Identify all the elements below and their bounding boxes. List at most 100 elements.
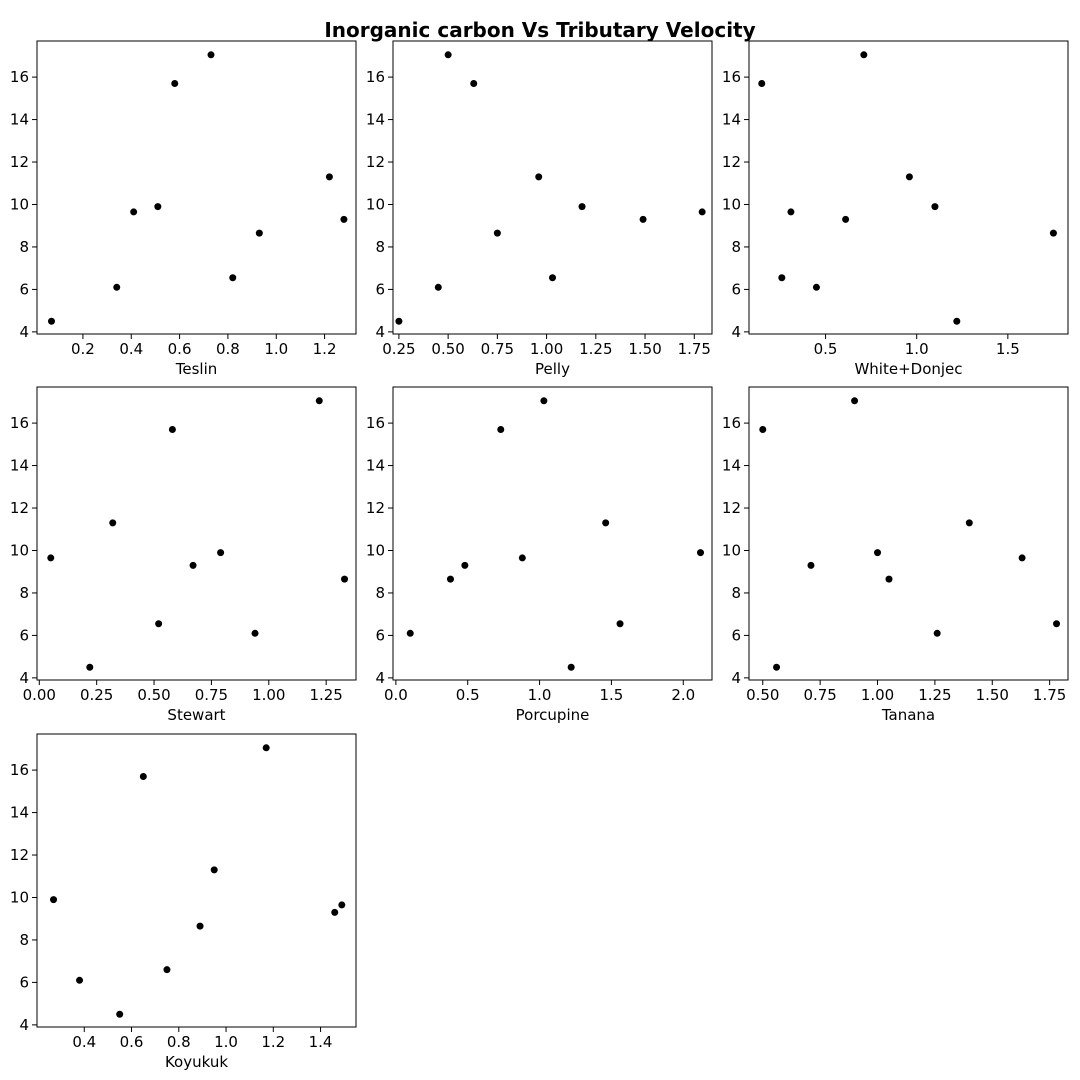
y-tick-label: 8: [19, 931, 29, 949]
data-point: [885, 575, 893, 583]
y-tick-label: 10: [366, 195, 385, 213]
x-tick-label: 1.0: [905, 340, 929, 358]
x-tick-label: 1.75: [1033, 686, 1066, 704]
x-tick-label: 0.6: [120, 1033, 144, 1051]
y-tick-label: 14: [722, 457, 741, 475]
data-point: [338, 901, 346, 909]
y-tick-label: 12: [722, 499, 741, 517]
axes-frame: [748, 386, 1069, 681]
data-point: [210, 866, 218, 874]
x-tick-label: 1.25: [309, 686, 342, 704]
y-tick-label: 6: [731, 626, 741, 644]
y-tick-label: 4: [731, 669, 741, 687]
y-tick-label: 12: [10, 499, 29, 517]
y-tick-label: 6: [375, 280, 385, 298]
data-point: [163, 966, 171, 974]
data-point: [549, 274, 556, 282]
x-tick-label: 0.0: [384, 686, 408, 704]
data-point: [1053, 620, 1061, 628]
x-tick-label: 1.5: [996, 340, 1020, 358]
y-tick-label: 6: [19, 626, 29, 644]
data-point: [812, 283, 820, 291]
x-tick-label: 1.25: [918, 686, 951, 704]
x-tick-label: 0.4: [119, 340, 143, 358]
data-point: [50, 896, 58, 904]
y-tick-label: 16: [722, 68, 741, 86]
y-tick-label: 10: [366, 541, 385, 559]
x-tick-label: 0.00: [23, 686, 56, 704]
data-point: [1018, 554, 1026, 562]
y-tick-label: 4: [19, 1016, 29, 1034]
x-tick-label: 1.00: [530, 340, 563, 358]
x-tick-label: 1.0: [214, 1033, 238, 1051]
data-point: [154, 203, 162, 211]
data-point: [874, 549, 882, 557]
data-point: [168, 425, 176, 433]
data-point: [446, 575, 454, 583]
data-point: [341, 575, 349, 583]
y-tick-label: 4: [375, 669, 385, 687]
y-tick-label: 8: [19, 238, 29, 256]
x-tick-label: 0.50: [431, 340, 464, 358]
data-point: [493, 229, 501, 237]
data-point: [395, 317, 403, 325]
data-point: [444, 51, 452, 59]
x-tick-label: 1.00: [252, 686, 285, 704]
x-tick-label: 1.4: [309, 1033, 333, 1051]
data-point: [773, 663, 781, 671]
subplot-tanana: 0.50 0.75 1.00 1.25 1.50 1.75 4 6 8 10 12 14 16 Tanan…: [722, 386, 1069, 724]
y-tick-label: 12: [366, 499, 385, 517]
x-tick-label: 1.75: [678, 340, 711, 358]
y-tick-label: 8: [731, 238, 741, 256]
axes-frame: [392, 386, 713, 681]
data-point: [340, 215, 348, 223]
x-tick-label: 0.25: [382, 340, 415, 358]
y-tick-label: 4: [731, 323, 741, 341]
data-point: [567, 663, 575, 671]
data-point: [217, 549, 225, 557]
y-tick-label: 4: [375, 323, 385, 341]
data-point: [48, 317, 55, 325]
y-tick-label: 12: [10, 846, 29, 864]
y-tick-label: 16: [10, 414, 29, 432]
x-axis-label: Pelly: [535, 360, 570, 378]
y-tick-label: 12: [366, 153, 385, 171]
data-point: [540, 397, 548, 405]
subplot-pelly: 0.25 0.50 0.75 1.00 1.25 1.50 1.75 4 6 8 10 12 14 16 P…: [366, 40, 713, 378]
data-point: [113, 283, 121, 291]
data-point: [778, 274, 786, 282]
data-point: [171, 79, 179, 87]
y-tick-label: 8: [375, 238, 385, 256]
data-point: [262, 744, 270, 752]
subplot-koyukuk: 0.4 0.6 0.8 1.0 1.2 1.4 4 6 8 10 12 14 16 Koyukuk: [10, 733, 357, 1071]
x-tick-label: 0.75: [803, 686, 836, 704]
y-tick-label: 8: [375, 584, 385, 602]
x-tick-label: 0.50: [746, 686, 779, 704]
y-tick-label: 10: [722, 195, 741, 213]
data-point: [535, 173, 543, 181]
x-tick-label: 1.0: [264, 340, 288, 358]
data-point: [518, 554, 526, 562]
data-point: [965, 519, 973, 527]
x-tick-label: 1.0: [528, 686, 552, 704]
data-point: [255, 229, 263, 237]
data-point: [229, 274, 237, 282]
data-point: [207, 51, 215, 59]
y-tick-label: 16: [722, 414, 741, 432]
data-point: [787, 208, 795, 216]
data-point: [497, 425, 505, 433]
data-point: [639, 215, 647, 223]
x-tick-label: 0.6: [168, 340, 192, 358]
axes-frame: [36, 733, 357, 1028]
y-tick-label: 16: [10, 761, 29, 779]
data-point: [196, 922, 204, 930]
x-tick-label: 0.5: [456, 686, 480, 704]
x-axis-label: White+Donjec: [854, 360, 962, 378]
y-tick-label: 12: [722, 153, 741, 171]
data-point: [325, 173, 333, 181]
data-point: [807, 561, 815, 569]
y-tick-label: 16: [366, 68, 385, 86]
data-point: [698, 208, 706, 216]
data-point: [758, 79, 766, 87]
